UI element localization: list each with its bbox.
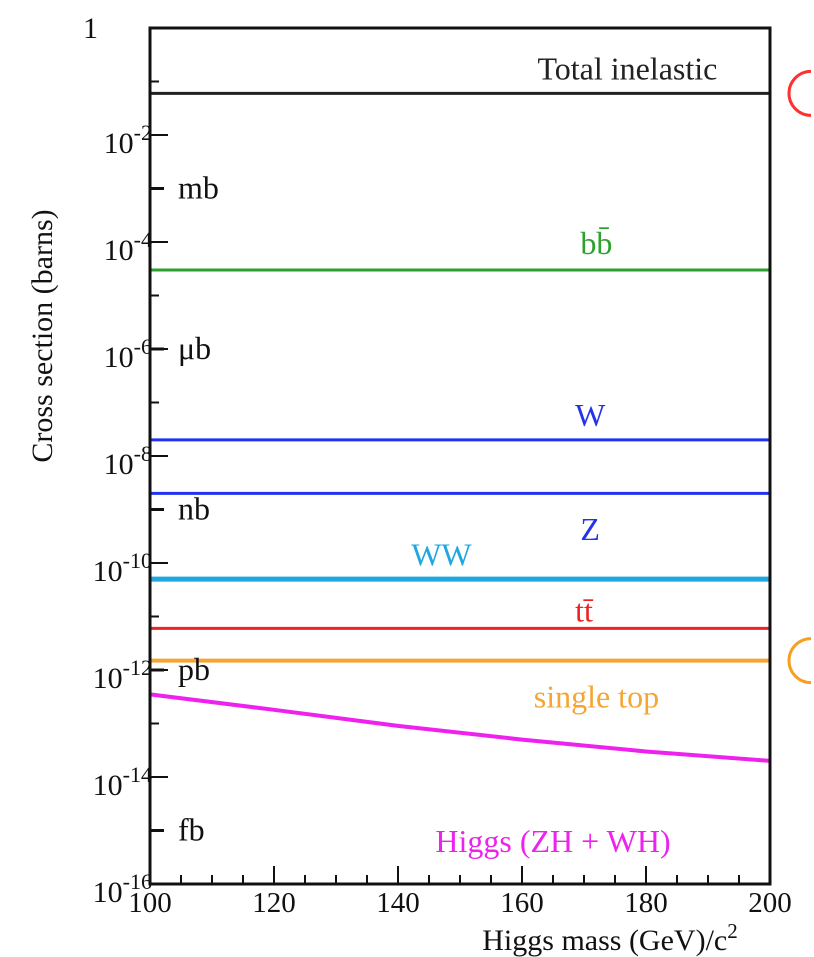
side-marker-1	[787, 637, 812, 685]
x-tick-label-2: 140	[376, 887, 420, 919]
series-label-7: Higgs (ZH + WH)	[435, 823, 670, 859]
series-label-1: bb̄	[580, 225, 612, 261]
tick-layer: 1 10-2 10-4 10-6 10-8 10-10 10-12 10-14 10-16 mb μ…	[83, 12, 792, 919]
x-axis-title: Higgs mass (GeV)/c2	[482, 919, 737, 957]
y-tick-label-3: 10-6	[104, 334, 152, 374]
y-axis-title: Cross section (barns)	[26, 209, 59, 462]
x-tick-label-0: 100	[128, 887, 172, 919]
series-label-6: single top	[534, 678, 659, 714]
series-label-0: Total inelastic	[537, 50, 717, 86]
y-tick-label-5: 10-10	[93, 548, 152, 588]
series-label-3: Z	[580, 511, 600, 547]
unit-label-4: fb	[178, 812, 205, 848]
unit-label-2: nb	[178, 491, 210, 527]
unit-label-3: pb	[178, 651, 210, 687]
series-label-5: tt̄	[575, 593, 593, 629]
x-tick-label-4: 180	[624, 887, 668, 919]
y-tick-label-8: 10-16	[93, 869, 152, 909]
y-tick-label-6: 10-12	[93, 655, 152, 695]
unit-label-1: μb	[178, 330, 211, 366]
x-tick-label-1: 120	[252, 887, 296, 919]
series-line-7	[149, 692, 771, 763]
y-tick-label-1: 10-2	[104, 120, 152, 160]
series-label-2: W	[575, 397, 606, 433]
x-axis-title-main: Higgs mass (GeV)/c	[482, 924, 727, 957]
x-axis-title-sup: 2	[727, 919, 738, 943]
y-tick-label-7: 10-14	[93, 762, 152, 802]
series-layer	[149, 91, 771, 763]
label-layer: Total inelastic bb̄ W Z WW tt̄ single top Higgs…	[411, 50, 717, 859]
unit-label-0: mb	[178, 170, 219, 206]
x-tick-label-3: 160	[500, 887, 544, 919]
y-tick-label-4: 10-8	[104, 441, 152, 481]
y-tick-label-2: 10-4	[104, 227, 152, 267]
series-label-4: WW	[411, 536, 472, 572]
side-marker-0	[787, 69, 812, 117]
y-tick-label-0: 1	[83, 12, 98, 45]
x-tick-label-5: 200	[748, 887, 792, 919]
marker-layer	[787, 69, 812, 685]
